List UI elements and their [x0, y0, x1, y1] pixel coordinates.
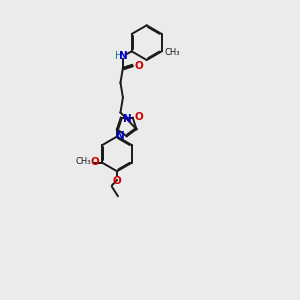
Text: N: N [123, 113, 131, 124]
Text: CH₃: CH₃ [75, 157, 91, 166]
Text: N: N [118, 51, 127, 61]
Text: O: O [134, 61, 143, 71]
Text: O: O [135, 112, 143, 122]
Text: N: N [116, 131, 124, 141]
Text: H: H [115, 51, 122, 61]
Text: O: O [91, 157, 100, 167]
Text: CH₃: CH₃ [165, 48, 180, 57]
Text: O: O [112, 176, 121, 186]
